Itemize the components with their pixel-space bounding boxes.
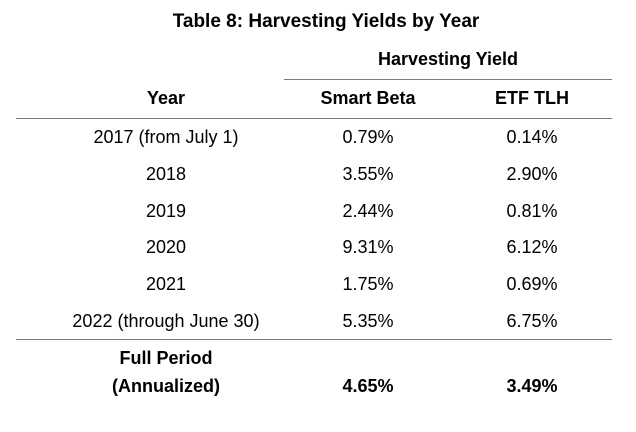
row-etf-tlh: 6.75% [506, 311, 558, 331]
row-smart-beta: 3.55% [342, 164, 394, 184]
column-header-year: Year [146, 88, 186, 108]
row-smart-beta: 5.35% [342, 311, 394, 331]
row-year: 2018 [145, 164, 187, 184]
row-etf-tlh: 0.14% [506, 127, 558, 147]
footer-smart-beta: 4.65% [342, 376, 394, 396]
row-year: 2019 [145, 201, 187, 221]
table-title: Table 8: Harvesting Yields by Year [172, 11, 480, 32]
table-row: 2022 (through June 30) 5.35% 6.75% [0, 309, 636, 333]
column-header-etf-tlh: ETF TLH [495, 88, 569, 108]
group-header-harvesting-yield: Harvesting Yield [377, 49, 519, 69]
footer-etf-tlh: 3.49% [506, 376, 558, 396]
table-row: 2021 1.75% 0.69% [0, 272, 636, 296]
row-etf-tlh: 0.81% [506, 201, 558, 221]
footer-label-line1: Full Period [119, 348, 213, 368]
table-row: 2019 2.44% 0.81% [0, 199, 636, 223]
group-header-rule [284, 79, 612, 80]
row-smart-beta: 0.79% [342, 127, 394, 147]
header-rule [16, 118, 612, 119]
row-smart-beta: 1.75% [342, 274, 394, 294]
row-year: 2017 (from July 1) [93, 127, 239, 147]
footer-rule [16, 339, 612, 340]
row-etf-tlh: 2.90% [506, 164, 558, 184]
row-smart-beta: 9.31% [342, 237, 394, 257]
table-row: 2018 3.55% 2.90% [0, 162, 636, 186]
row-year: 2022 (through June 30) [72, 311, 260, 331]
row-smart-beta: 2.44% [342, 201, 394, 221]
row-year: 2021 [145, 274, 187, 294]
row-etf-tlh: 0.69% [506, 274, 558, 294]
footer-label-line2: (Annualized) [112, 376, 220, 396]
table-row: 2017 (from July 1) 0.79% 0.14% [0, 125, 636, 149]
row-year: 2020 [145, 237, 187, 257]
column-header-smart-beta: Smart Beta [320, 88, 416, 108]
table-row: 2020 9.31% 6.12% [0, 235, 636, 259]
row-etf-tlh: 6.12% [506, 237, 558, 257]
